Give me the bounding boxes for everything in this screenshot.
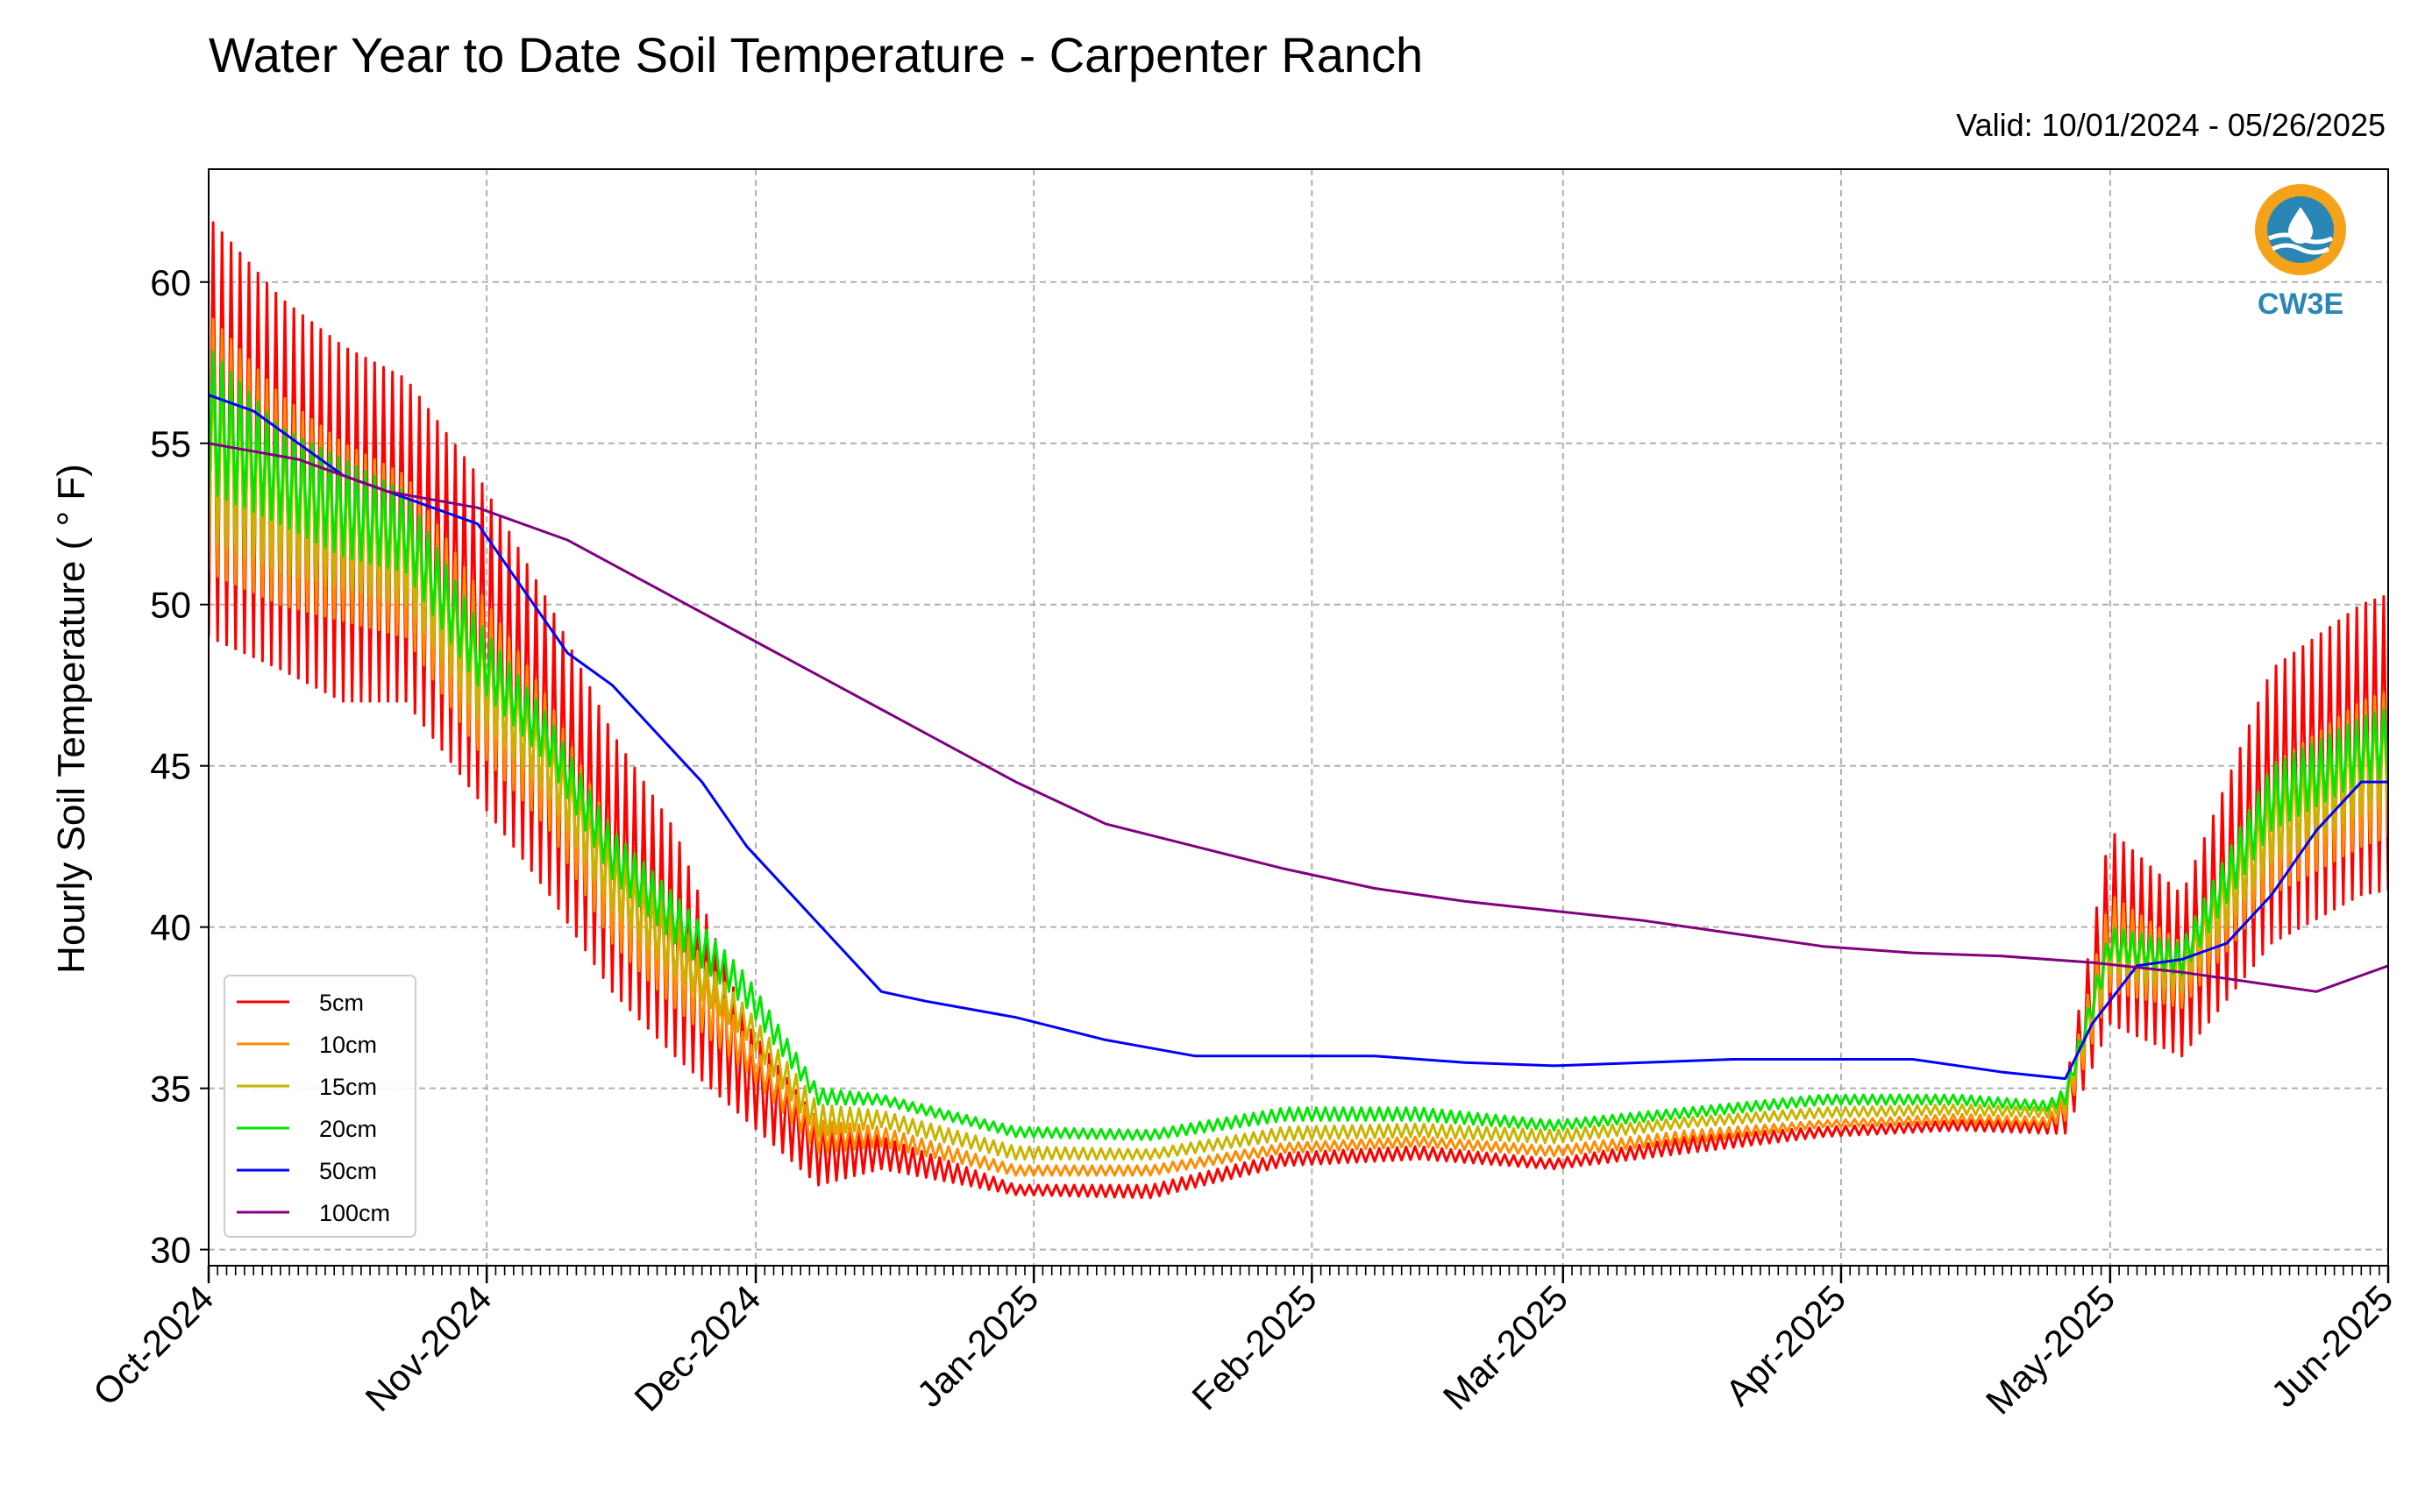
legend: 5cm 10cm 15cm 20cm 50cm 100cm — [224, 975, 416, 1238]
legend-label-100cm: 100cm — [319, 1200, 390, 1226]
plot-frame — [208, 168, 2389, 1267]
axis-ticks: 30 35 40 45 50 55 60 Oct-2024 Nov-2024 Dec-2024 Ja… — [85, 262, 2400, 1423]
legend-label-10cm: 10cm — [319, 1032, 377, 1058]
series-line-50cm — [209, 394, 2388, 1081]
series-line-5cm — [209, 221, 2388, 1200]
series-line-20cm — [209, 350, 2388, 1141]
x-minor-ticks — [208, 1266, 2389, 1275]
x-tick-label: May-2025 — [1978, 1277, 2123, 1422]
legend-label-50cm: 50cm — [319, 1158, 377, 1184]
x-tick-label: Jan-2025 — [908, 1277, 1046, 1415]
x-tick-label: Apr-2025 — [1717, 1277, 1853, 1413]
y-axis-label: Hourly Soil Temperature ( ° F) — [50, 464, 93, 974]
legend-label-5cm: 5cm — [319, 990, 364, 1016]
y-tick-label: 35 — [150, 1068, 191, 1110]
series-line-100cm — [209, 442, 2388, 993]
chart-title: Water Year to Date Soil Temperature - Ca… — [209, 27, 1424, 82]
cw3e-logo: CW3E — [2255, 184, 2346, 321]
x-tick-label: Feb-2025 — [1184, 1277, 1324, 1417]
x-tick-label: Dec-2024 — [626, 1277, 768, 1419]
x-tick-label: Oct-2024 — [85, 1277, 221, 1413]
legend-label-20cm: 20cm — [319, 1116, 377, 1142]
series-line-15cm — [209, 365, 2388, 1161]
series-group — [209, 221, 2388, 1200]
y-tick-label: 50 — [150, 585, 191, 626]
logo-wave-2 — [2271, 243, 2330, 255]
y-tick-label: 60 — [150, 262, 191, 303]
logo-text: CW3E — [2258, 287, 2343, 321]
series-line-10cm — [209, 317, 2388, 1177]
water-drop-icon — [2288, 207, 2313, 244]
x-tick-label: Jun-2025 — [2263, 1277, 2400, 1415]
x-tick-label: Nov-2024 — [358, 1277, 500, 1419]
y-tick-label: 55 — [150, 423, 191, 465]
legend-label-15cm: 15cm — [319, 1074, 377, 1100]
y-tick-label: 45 — [150, 746, 191, 787]
y-tick-label: 40 — [150, 907, 191, 948]
y-tick-label: 30 — [150, 1230, 191, 1271]
x-tick-label: Mar-2025 — [1435, 1277, 1575, 1417]
chart-subtitle: Valid: 10/01/2024 - 05/26/2025 — [1956, 107, 2386, 143]
